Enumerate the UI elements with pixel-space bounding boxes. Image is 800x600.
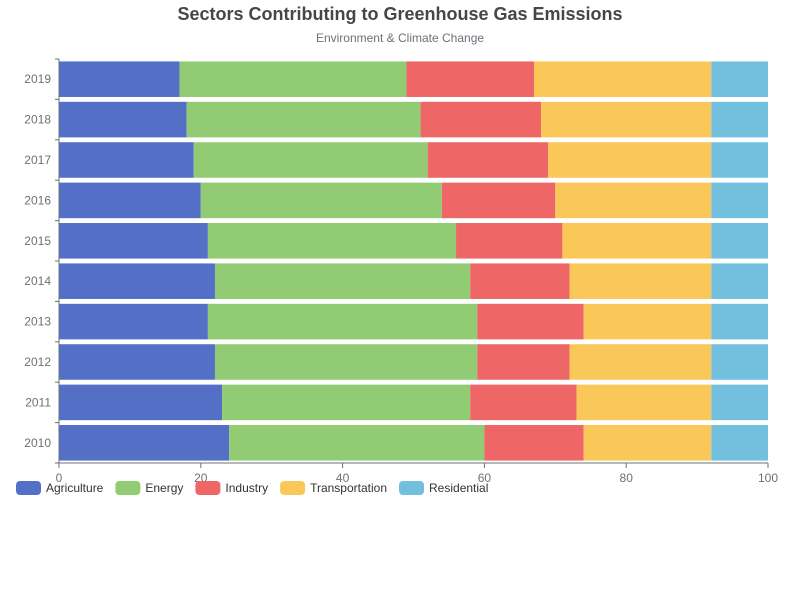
bar-transportation-2013 xyxy=(583,303,712,340)
chart-title: Sectors Contributing to Greenhouse Gas E… xyxy=(177,4,622,24)
bar-energy-2017 xyxy=(193,142,428,178)
bar-agriculture-2011 xyxy=(59,384,223,421)
bar-industry-2010 xyxy=(484,425,584,461)
bar-agriculture-2013 xyxy=(59,303,208,340)
legend-swatch xyxy=(399,481,425,495)
bar-residential-2017 xyxy=(711,142,768,178)
bar-agriculture-2014 xyxy=(59,263,215,299)
bar-agriculture-2017 xyxy=(59,142,194,178)
legend-label: Energy xyxy=(145,481,183,495)
bar-energy-2012 xyxy=(214,344,478,380)
y-tick-label: 2019 xyxy=(24,72,51,86)
bar-agriculture-2016 xyxy=(59,182,201,219)
y-tick-label: 2017 xyxy=(24,153,51,167)
y-tick-label: 2014 xyxy=(24,274,51,288)
y-tick-label: 2015 xyxy=(24,234,51,248)
legend: Agriculture Energy Industry Transportation R… xyxy=(16,481,488,495)
legend-swatch xyxy=(195,481,221,495)
bar-transportation-2014 xyxy=(569,263,712,299)
y-tick-label: 2011 xyxy=(25,395,51,409)
legend-item-industry[interactable]: Industry xyxy=(195,481,268,495)
bars-layer xyxy=(59,61,768,461)
legend-swatch xyxy=(16,481,41,495)
bar-energy-2014 xyxy=(214,263,471,299)
bar-residential-2013 xyxy=(711,303,768,340)
legend-item-energy[interactable]: Energy xyxy=(115,481,183,495)
y-tick-label: 2012 xyxy=(24,355,51,369)
legend-label: Agriculture xyxy=(46,481,104,495)
x-tick-label: 60 xyxy=(478,471,492,485)
legend-swatch xyxy=(280,481,306,495)
bar-transportation-2015 xyxy=(562,223,712,259)
legend-swatch xyxy=(115,481,141,495)
legend-item-transportation[interactable]: Transportation xyxy=(280,481,387,495)
bar-transportation-2016 xyxy=(555,182,712,219)
bar-energy-2011 xyxy=(222,384,471,421)
bar-agriculture-2015 xyxy=(59,223,208,259)
bar-industry-2019 xyxy=(406,61,535,97)
bar-residential-2018 xyxy=(711,101,768,138)
legend-label: Residential xyxy=(429,481,488,495)
bar-transportation-2018 xyxy=(541,101,712,138)
bar-agriculture-2012 xyxy=(59,344,215,380)
bar-energy-2019 xyxy=(179,61,407,97)
bar-energy-2013 xyxy=(207,303,478,340)
bar-industry-2016 xyxy=(441,182,556,219)
bar-residential-2011 xyxy=(711,384,768,421)
y-tick-label: 2018 xyxy=(24,113,51,127)
axis-layer: 2010 2011 2012 2013 2014 2015 2016 2017 2018 2019… xyxy=(24,58,778,485)
bar-agriculture-2010 xyxy=(59,425,230,461)
bar-transportation-2012 xyxy=(569,344,712,380)
x-tick-label: 40 xyxy=(336,471,350,485)
bar-industry-2012 xyxy=(477,344,570,380)
y-tick-label: 2010 xyxy=(24,436,51,450)
bar-energy-2015 xyxy=(207,223,457,259)
bar-industry-2015 xyxy=(456,223,563,259)
legend-item-agriculture[interactable]: Agriculture xyxy=(16,481,104,495)
bar-transportation-2017 xyxy=(548,142,712,178)
bar-residential-2014 xyxy=(711,263,768,299)
bar-industry-2018 xyxy=(420,101,542,138)
bar-industry-2014 xyxy=(470,263,570,299)
bar-residential-2019 xyxy=(711,61,768,97)
x-tick-label: 100 xyxy=(758,471,778,485)
x-tick-label: 80 xyxy=(620,471,634,485)
bar-transportation-2010 xyxy=(583,425,712,461)
bar-industry-2013 xyxy=(477,303,584,340)
bar-agriculture-2018 xyxy=(59,101,187,138)
bar-energy-2010 xyxy=(229,425,485,461)
bar-residential-2012 xyxy=(711,344,768,380)
legend-item-residential[interactable]: Residential xyxy=(399,481,488,495)
bar-industry-2017 xyxy=(427,142,549,178)
bar-industry-2011 xyxy=(470,384,577,421)
y-tick-label: 2016 xyxy=(24,193,51,207)
chart-subtitle: Environment & Climate Change xyxy=(316,31,484,45)
bar-energy-2016 xyxy=(200,182,442,219)
y-tick-label: 2013 xyxy=(24,315,51,329)
bar-transportation-2011 xyxy=(576,384,712,421)
legend-label: Transportation xyxy=(310,481,387,495)
bar-residential-2010 xyxy=(711,425,768,461)
legend-label: Industry xyxy=(225,481,268,495)
x-tick-label: 0 xyxy=(56,471,63,485)
bar-transportation-2019 xyxy=(534,61,712,97)
bar-residential-2016 xyxy=(711,182,768,219)
bar-energy-2018 xyxy=(186,101,421,138)
bar-agriculture-2019 xyxy=(59,61,180,97)
bar-residential-2015 xyxy=(711,223,768,259)
